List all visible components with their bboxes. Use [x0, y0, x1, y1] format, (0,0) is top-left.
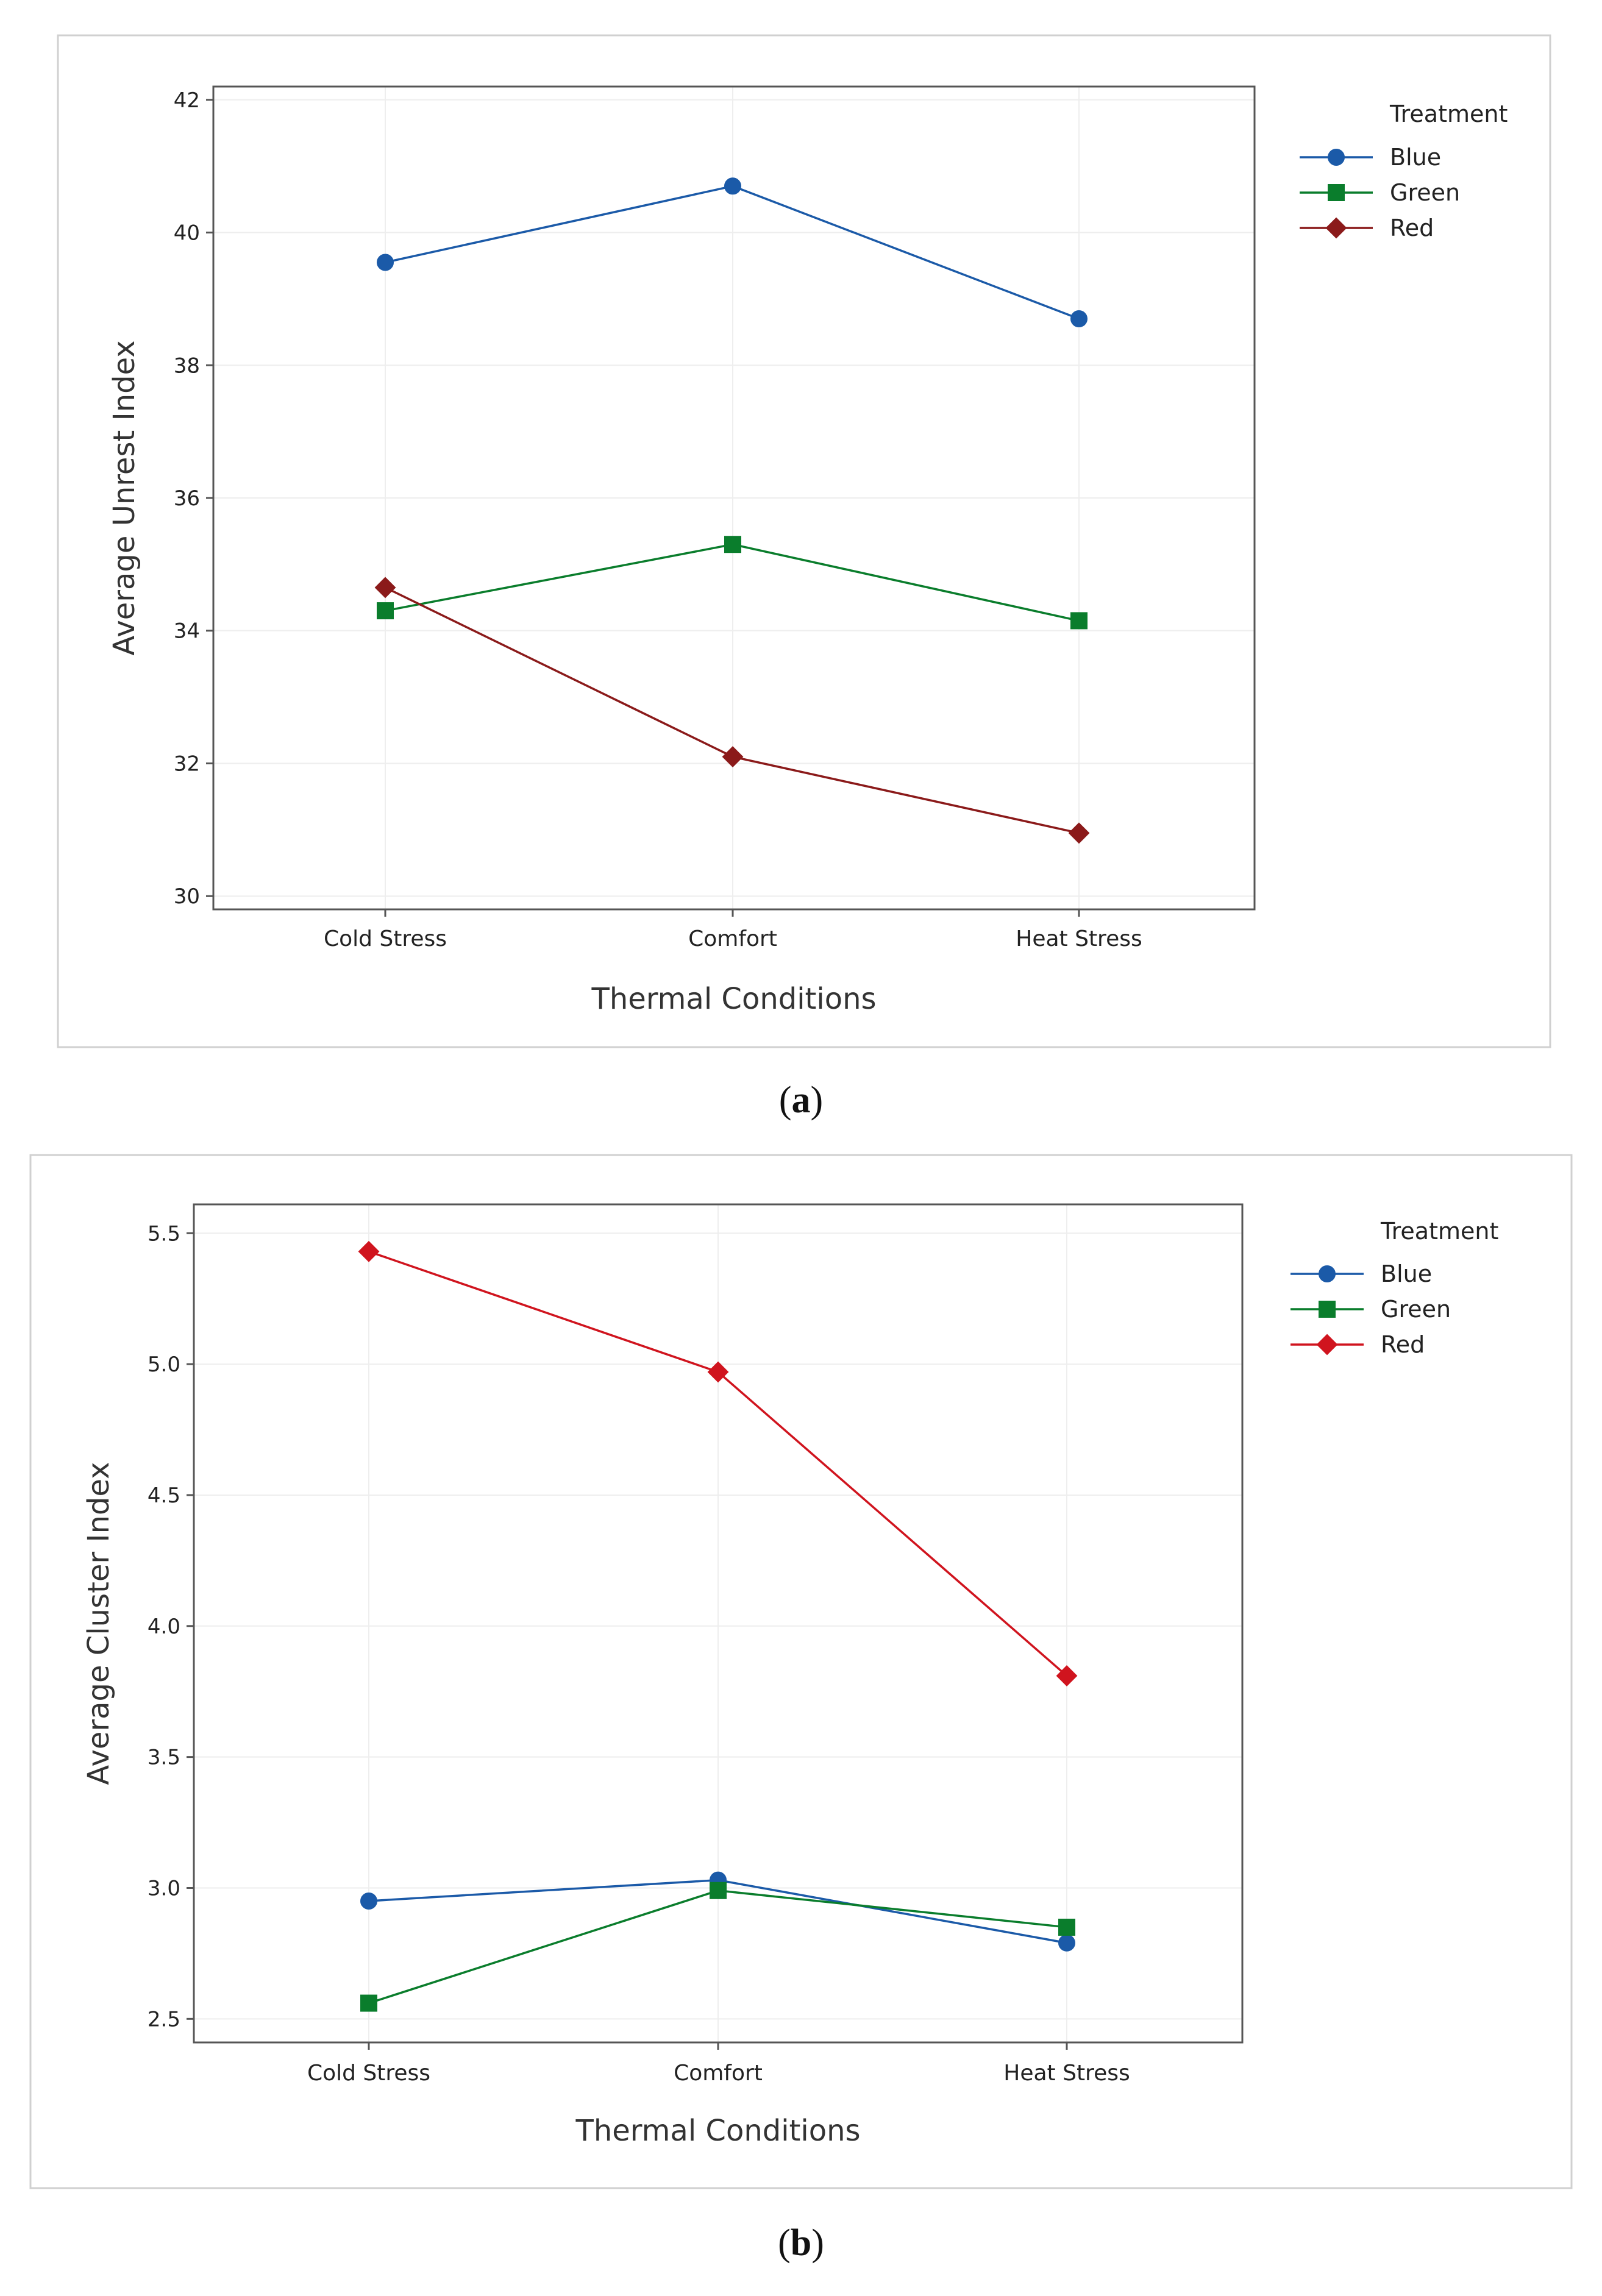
- gridlines: [213, 87, 1255, 909]
- legend-label: Green: [1381, 1296, 1451, 1323]
- legend-label: Red: [1390, 215, 1434, 241]
- caption-close-paren: ): [811, 2222, 824, 2264]
- legend-marker: [1319, 1265, 1336, 1282]
- y-tick-label: 5.0: [148, 1352, 180, 1377]
- y-tick-label: 40: [174, 221, 200, 246]
- y-tick-label: 4.0: [148, 1615, 180, 1639]
- caption-open-paren: (: [778, 2222, 791, 2264]
- caption-close-paren: ): [811, 1079, 824, 1121]
- legend-item-red: Red: [1300, 215, 1434, 241]
- x-tick-label: Cold Stress: [307, 2061, 430, 2086]
- panel-frame: [57, 34, 1551, 1048]
- data-point-red: [722, 746, 744, 768]
- series-red: [374, 577, 1090, 844]
- y-axis-title: Average Unrest Index: [107, 340, 141, 655]
- series-blue: [360, 1871, 1075, 1952]
- data-point-green: [710, 1882, 727, 1899]
- y-tick-label: 42: [174, 88, 200, 113]
- legend-item-blue: Blue: [1300, 144, 1441, 171]
- y-tick-label: 4.5: [148, 1484, 180, 1508]
- y-tick-label: 3.0: [148, 1876, 180, 1900]
- legend: Treatment Blue Green Red: [1300, 101, 1508, 241]
- data-point-green: [360, 1994, 377, 2012]
- x-tick-label: Heat Stress: [1003, 2061, 1130, 2086]
- series-red: [358, 1240, 1078, 1686]
- y-tick-label: 32: [174, 752, 200, 776]
- y-tick-label: 34: [174, 619, 200, 644]
- y-axis-title: Average Cluster Index: [82, 1462, 116, 1785]
- legend: Treatment Blue Green Red: [1290, 1218, 1498, 1358]
- y-tick-label: 5.5: [148, 1221, 180, 1246]
- panel-frame: [29, 1154, 1573, 2189]
- series-green: [360, 1882, 1075, 2012]
- x-tick-label: Heat Stress: [1016, 926, 1142, 951]
- legend-label: Blue: [1390, 144, 1441, 171]
- data-point-green: [724, 536, 741, 553]
- legend-label: Blue: [1381, 1260, 1432, 1287]
- y-tick-label: 36: [174, 486, 200, 511]
- x-axis-title: Thermal Conditions: [575, 2114, 861, 2148]
- legend-item-green: Green: [1300, 179, 1460, 206]
- data-point-blue: [377, 254, 394, 271]
- chart-b: 2.5 3.0 3.5 4.0 4.5 5.0 5.5 Cold Stress Comfort H…: [29, 1154, 1573, 2264]
- y-tick-label: 3.5: [148, 1746, 180, 1770]
- data-point-red: [707, 1361, 729, 1383]
- y-tick-label: 30: [174, 884, 200, 909]
- series-blue: [377, 177, 1088, 328]
- legend-title: Treatment: [1389, 101, 1508, 127]
- gridlines: [194, 1204, 1242, 2042]
- caption-open-paren: (: [779, 1079, 792, 1121]
- panel-caption: (a): [779, 1079, 823, 1121]
- x-axis-title: Thermal Conditions: [591, 982, 877, 1016]
- data-point-blue: [1058, 1934, 1075, 1952]
- legend-marker: [1325, 217, 1347, 239]
- legend-marker: [1328, 149, 1345, 166]
- y-tick-label: 2.5: [148, 2007, 180, 2031]
- legend-marker: [1316, 1334, 1338, 1356]
- x-tick-label: Comfort: [674, 2061, 763, 2086]
- data-point-green: [1058, 1918, 1075, 1936]
- data-point-red: [1056, 1665, 1078, 1686]
- legend-marker: [1319, 1301, 1336, 1318]
- y-tick-label: 38: [174, 354, 200, 378]
- legend-label: Green: [1390, 179, 1460, 206]
- data-point-green: [377, 602, 394, 620]
- legend-marker: [1328, 184, 1345, 201]
- x-tick-label: Cold Stress: [324, 926, 447, 951]
- data-point-red: [1068, 822, 1090, 844]
- data-point-green: [1070, 612, 1088, 630]
- caption-letter: a: [792, 1079, 811, 1121]
- legend-title: Treatment: [1380, 1218, 1498, 1245]
- data-point-red: [374, 577, 396, 599]
- caption-letter: b: [791, 2222, 811, 2264]
- x-tick-label: Comfort: [688, 926, 777, 951]
- panel-caption: (b): [778, 2222, 824, 2264]
- data-point-red: [358, 1240, 380, 1262]
- legend-item-green: Green: [1290, 1296, 1451, 1323]
- chart-a: 30 32 34 36 38 40 42 Cold Stress Comfort Heat Str…: [57, 34, 1551, 1121]
- legend-item-blue: Blue: [1290, 1260, 1432, 1287]
- data-point-blue: [724, 177, 741, 195]
- legend-item-red: Red: [1290, 1331, 1425, 1358]
- series-green: [377, 536, 1088, 630]
- data-point-blue: [360, 1892, 377, 1910]
- data-point-blue: [1070, 310, 1088, 328]
- legend-label: Red: [1381, 1331, 1425, 1358]
